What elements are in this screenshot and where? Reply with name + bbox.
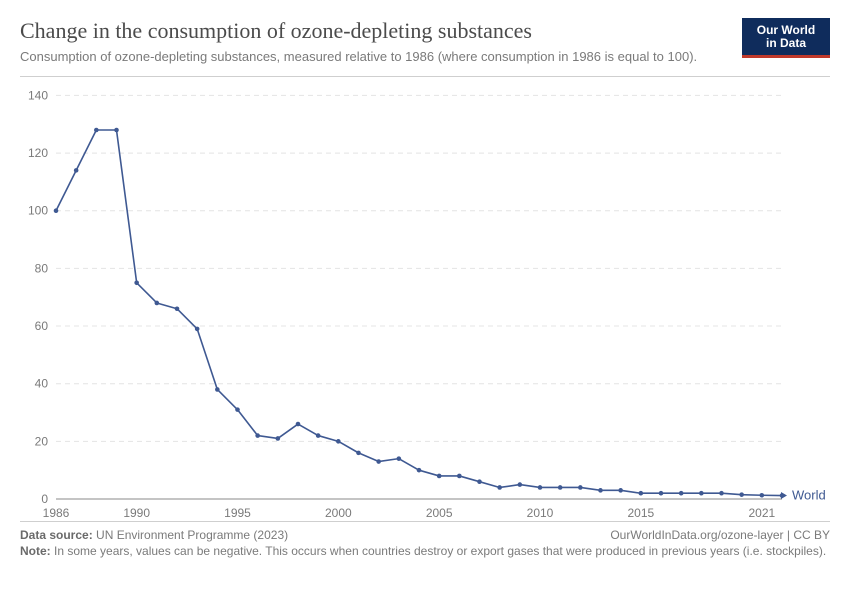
y-axis-label: 0: [41, 492, 48, 506]
y-axis-label: 80: [35, 261, 49, 275]
series-marker: [578, 485, 583, 490]
series-marker: [739, 492, 744, 497]
series-label-world: World: [792, 487, 826, 502]
series-marker: [497, 485, 502, 490]
line-chart: 0 20 40 60 80 100 120 140 1986 1990 1995 2000 2005 20…: [20, 81, 830, 521]
y-axis-label: 120: [28, 146, 48, 160]
note-text: In some years, values can be negative. T…: [51, 544, 827, 558]
footer-row-source: Data source: UN Environment Programme (2…: [20, 528, 830, 542]
series-marker: [175, 306, 180, 311]
series-marker: [397, 456, 402, 461]
series-marker: [417, 467, 422, 472]
y-axis-label: 100: [28, 203, 48, 217]
series-marker: [114, 127, 119, 132]
y-axis-label: 40: [35, 376, 49, 390]
chart-subtitle: Consumption of ozone-depleting substance…: [20, 48, 730, 66]
series-line-world: [56, 130, 782, 496]
series-marker: [538, 485, 543, 490]
series-marker: [760, 492, 765, 497]
series-marker: [356, 450, 361, 455]
source-label: Data source:: [20, 528, 93, 542]
series-marker: [235, 407, 240, 412]
footer-note: Note: In some years, values can be negat…: [20, 544, 830, 560]
series-marker: [618, 488, 623, 493]
header: Change in the consumption of ozone-deple…: [20, 18, 830, 77]
series-marker: [54, 208, 59, 213]
source-text: UN Environment Programme (2023): [93, 528, 288, 542]
series-marker: [719, 490, 724, 495]
series-marker: [94, 127, 99, 132]
x-axis-label: 1986: [43, 506, 70, 520]
series-marker: [477, 479, 482, 484]
logo-line1: Our World: [757, 23, 815, 37]
x-axis-label: 2015: [627, 506, 654, 520]
footer: Data source: UN Environment Programme (2…: [20, 521, 830, 560]
chart-area: 0 20 40 60 80 100 120 140 1986 1990 1995 2000 2005 20…: [20, 81, 830, 521]
x-axis-label: 2021: [748, 506, 775, 520]
x-axis-label: 1990: [123, 506, 150, 520]
series-end-marker: [781, 492, 787, 499]
series-marker: [639, 490, 644, 495]
owid-logo: Our World in Data: [742, 18, 830, 58]
x-axis-label: 2000: [325, 506, 352, 520]
series-marker: [134, 280, 139, 285]
logo-line2: in Data: [766, 36, 806, 50]
x-axis-label: 1995: [224, 506, 251, 520]
attribution: OurWorldInData.org/ozone-layer | CC BY: [610, 528, 830, 542]
series-marker: [195, 326, 200, 331]
series-marker: [316, 433, 321, 438]
series-marker: [255, 433, 260, 438]
chart-title: Change in the consumption of ozone-deple…: [20, 18, 730, 44]
x-axis-label: 2005: [426, 506, 453, 520]
series-marker: [437, 473, 442, 478]
note-label: Note:: [20, 544, 51, 558]
x-axis-label: 2010: [527, 506, 554, 520]
series-marker: [74, 168, 79, 173]
series-marker: [276, 436, 281, 441]
data-source: Data source: UN Environment Programme (2…: [20, 528, 288, 542]
title-block: Change in the consumption of ozone-deple…: [20, 18, 742, 66]
series-marker: [155, 300, 160, 305]
series-marker: [558, 485, 563, 490]
series-marker: [518, 482, 523, 487]
y-axis-label: 60: [35, 319, 49, 333]
series-marker: [457, 473, 462, 478]
series-marker: [296, 421, 301, 426]
series-marker: [659, 490, 664, 495]
series-marker: [376, 459, 381, 464]
series-marker: [336, 439, 341, 444]
series-marker: [598, 488, 603, 493]
series-marker: [679, 490, 684, 495]
y-axis-label: 140: [28, 88, 48, 102]
series-marker: [699, 490, 704, 495]
y-axis-label: 20: [35, 434, 49, 448]
series-marker: [215, 387, 220, 392]
